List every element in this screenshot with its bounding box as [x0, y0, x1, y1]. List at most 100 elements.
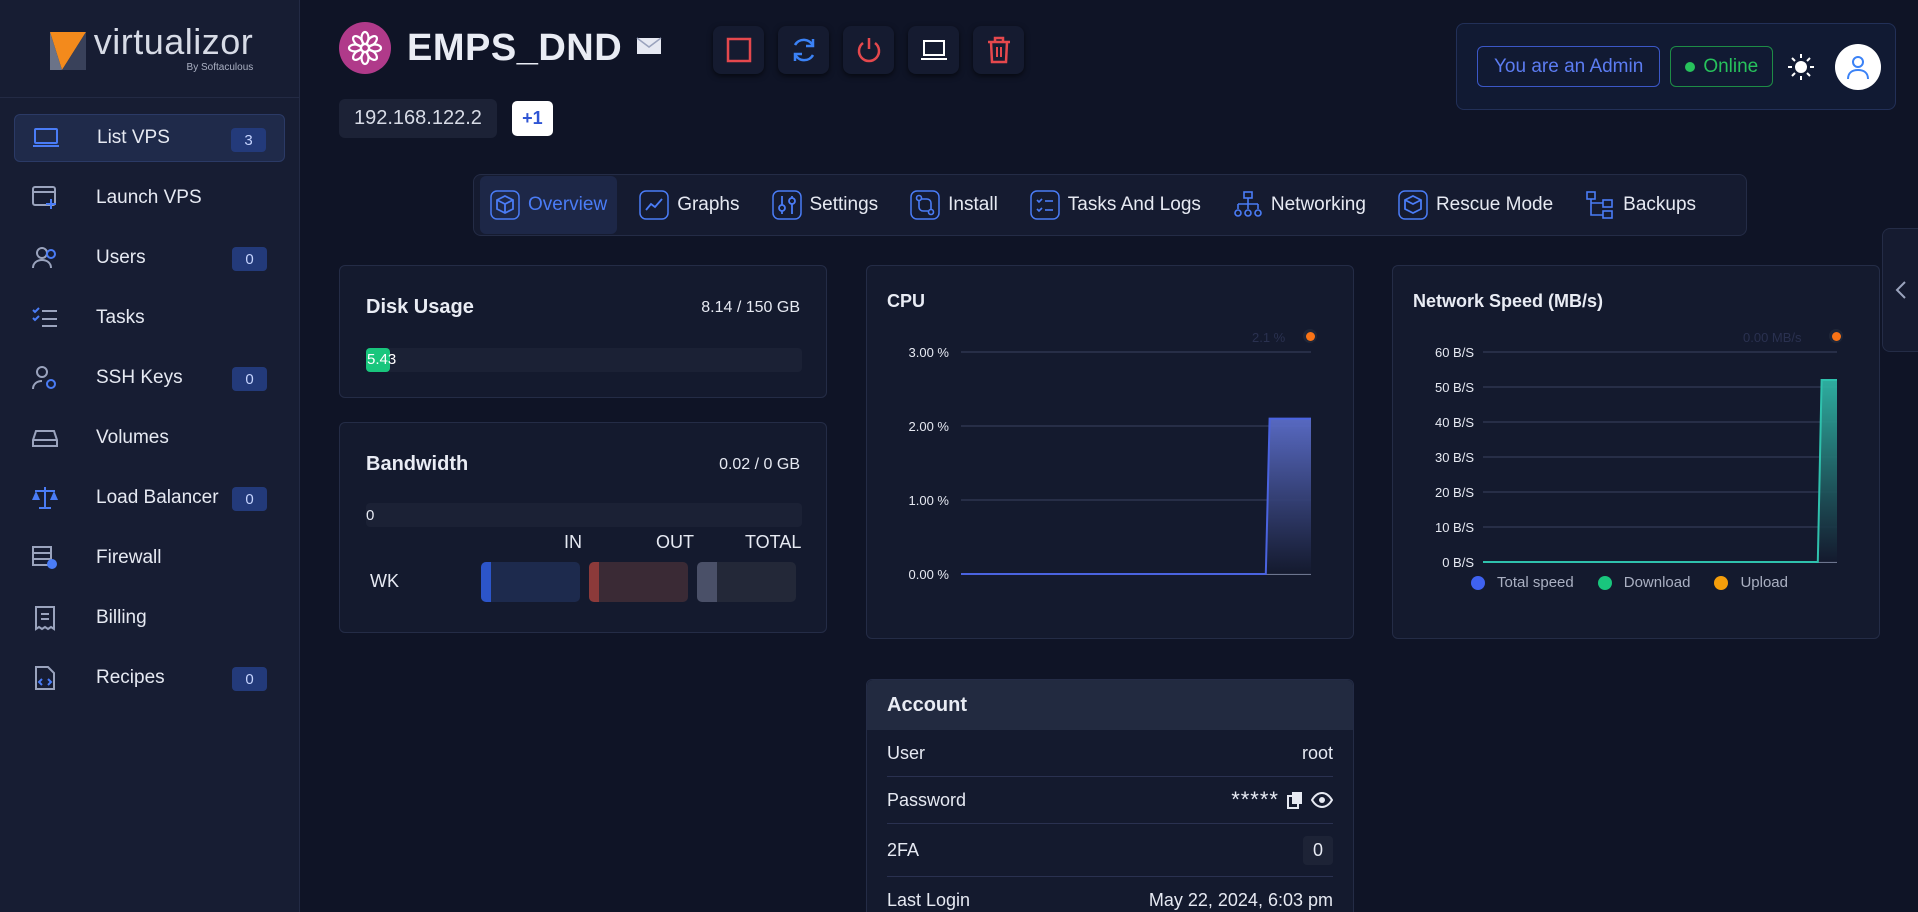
count-badge: 0: [232, 667, 267, 691]
sidebar-nav: List VPS 3 Launch VPS Users 0 Tasks: [0, 98, 299, 730]
account-last-login-label: Last Login: [887, 890, 971, 910]
account-user-value: root: [1301, 742, 1333, 763]
sidebar-item-label: Billing: [96, 607, 147, 628]
power-off-button[interactable]: [843, 26, 894, 74]
sidebar-item-recipes[interactable]: Recipes 0: [14, 654, 285, 702]
power-icon: [857, 38, 880, 63]
account-card: Account User root Password ***** 2FA 0 L…: [866, 679, 1354, 912]
y-tick-label: 20 B/S: [1435, 485, 1474, 500]
hierarchy-icon: [1585, 190, 1615, 220]
y-tick-label: 2.00 %: [909, 419, 950, 434]
disk-usage-title: Disk Usage: [366, 296, 474, 318]
row-label: WK: [370, 571, 399, 591]
sidebar-item-label: Recipes: [96, 667, 165, 688]
tab-backups[interactable]: Backups: [1575, 176, 1706, 234]
disk-usage-percent: 5.43: [367, 351, 397, 368]
account-row-password: Password *****: [887, 777, 1333, 824]
window-plus-icon: [30, 183, 60, 213]
disk-usage-fill: [366, 348, 390, 372]
vps-name: EMPS_DND: [407, 26, 623, 69]
disk-usage-amount: 8.14 / 150 GB: [701, 299, 800, 316]
collapse-panel-button[interactable]: [1882, 228, 1918, 352]
delete-button[interactable]: [973, 26, 1024, 74]
disk-usage-card: Disk Usage 8.14 / 150 GB 5.43: [339, 265, 827, 398]
tab-label: Tasks And Logs: [1067, 194, 1201, 215]
tab-install[interactable]: Install: [900, 176, 1008, 234]
sidebar-item-users[interactable]: Users 0: [14, 234, 285, 282]
y-tick-label: 1.00 %: [909, 493, 950, 508]
legend-item-total-speed[interactable]: Total speed: [1471, 574, 1574, 591]
sidebar-item-tasks[interactable]: Tasks: [14, 294, 285, 342]
tab-tasks-and-logs[interactable]: Tasks And Logs: [1020, 176, 1211, 234]
scale-icon: [30, 483, 60, 513]
status-label: Online: [1703, 55, 1759, 77]
tab-overview[interactable]: Overview: [480, 176, 618, 234]
ip-address[interactable]: 192.168.122.2: [339, 99, 497, 138]
account-password-value: *****: [1231, 787, 1279, 812]
user-icon: [1847, 55, 1870, 79]
sidebar-item-volumes[interactable]: Volumes: [14, 414, 285, 462]
legend-dot: [1471, 575, 1485, 590]
account-row-user: User root: [887, 730, 1333, 777]
sidebar-item-label: Users: [96, 247, 146, 268]
bandwidth-bar-value: 0: [366, 507, 375, 524]
password-group: *****: [1231, 787, 1333, 813]
cpu-chart-card: CPU 0.00 % 1.00 % 2.00 % 3.00 % 2.1 %: [866, 265, 1354, 639]
cube-icon: [490, 190, 520, 220]
account-title: Account: [867, 680, 1353, 730]
user-status-panel: You are an Admin Online: [1456, 23, 1896, 110]
logo-name: virtualizor: [93, 21, 254, 62]
sidebar-item-list-vps[interactable]: List VPS 3: [14, 114, 285, 162]
bandwidth-bar: [366, 503, 802, 527]
tab-label: Settings: [809, 194, 879, 215]
legend-item-upload[interactable]: Upload: [1714, 574, 1788, 591]
theme-toggle[interactable]: [1783, 49, 1819, 85]
series-line: [961, 417, 1311, 575]
sidebar-item-load-balancer[interactable]: Load Balancer 0: [14, 474, 285, 522]
logo-byline: By Softaculous: [186, 62, 254, 73]
sidebar-item-firewall[interactable]: Firewall: [14, 534, 285, 582]
stop-button[interactable]: [713, 26, 764, 74]
admin-badge[interactable]: You are an Admin: [1477, 46, 1661, 87]
legend-label: Total speed: [1497, 574, 1574, 591]
bandwidth-total-bar: [697, 562, 796, 602]
bandwidth-amount: 0.02 / 0 GB: [719, 456, 800, 473]
sidebar-item-label: Launch VPS: [96, 187, 202, 208]
tab-graphs[interactable]: Graphs: [629, 176, 749, 234]
y-tick-label: 0 B/S: [1442, 555, 1474, 570]
os-logo-icon: [339, 22, 391, 74]
account-last-login-value: May 22, 2024, 6:03 pm: [1148, 890, 1333, 910]
tab-networking[interactable]: Networking: [1223, 176, 1376, 234]
sun-icon: [1788, 53, 1815, 80]
git-compare-icon: [910, 190, 940, 220]
sliders-icon: [771, 190, 802, 220]
copy-icon[interactable]: [1287, 791, 1303, 809]
col-out: OUT: [656, 532, 694, 552]
sidebar-item-ssh-keys[interactable]: SSH Keys 0: [14, 354, 285, 402]
online-status[interactable]: Online: [1670, 46, 1774, 87]
sidebar-item-label: Firewall: [96, 547, 162, 568]
sidebar-item-billing[interactable]: Billing: [14, 594, 285, 642]
mail-icon[interactable]: [636, 36, 662, 60]
bar-lead: [481, 562, 491, 602]
user-avatar[interactable]: [1835, 43, 1882, 90]
tab-rescue-mode[interactable]: Rescue Mode: [1388, 176, 1563, 234]
bar-lead: [697, 562, 717, 602]
hard-drive-icon: [30, 423, 60, 453]
eye-icon[interactable]: [1311, 792, 1333, 808]
logo[interactable]: virtualizor By Softaculous: [0, 0, 299, 98]
sidebar-item-launch-vps[interactable]: Launch VPS: [14, 174, 285, 222]
sidebar-item-label: Load Balancer: [96, 487, 219, 508]
status-dot: [1685, 61, 1696, 72]
count-badge: 0: [232, 487, 267, 511]
cpu-chart-title: CPU: [887, 291, 926, 311]
console-button[interactable]: [908, 26, 959, 74]
restart-button[interactable]: [778, 26, 829, 74]
more-ips-button[interactable]: +1: [511, 101, 553, 136]
tab-label: Install: [948, 194, 998, 215]
account-2fa-value[interactable]: 0: [1302, 835, 1333, 865]
legend-item-download[interactable]: Download: [1597, 574, 1690, 591]
user-key-icon: [30, 363, 60, 393]
ip-row: 192.168.122.2 +1: [339, 99, 553, 138]
tab-settings[interactable]: Settings: [762, 176, 889, 234]
